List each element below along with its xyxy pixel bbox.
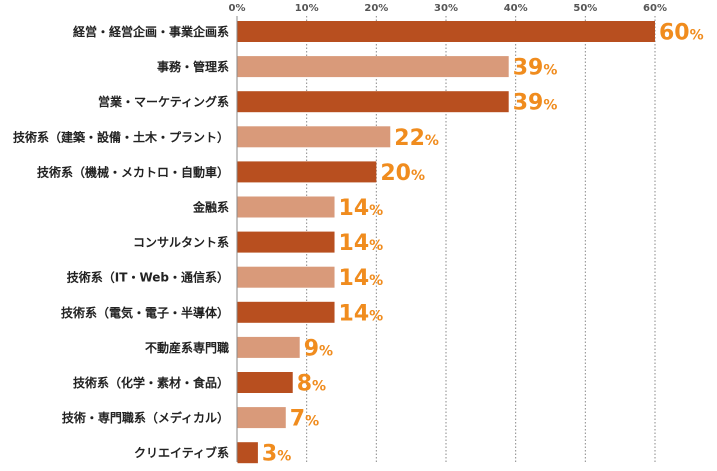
value-unit: % bbox=[411, 168, 425, 184]
value-label: 39% bbox=[513, 56, 558, 81]
category-label: 事務・管理系 bbox=[157, 59, 229, 74]
category-label: 技術系（機械・メカトロ・自動車） bbox=[37, 164, 229, 179]
x-tick-label: 30% bbox=[434, 3, 458, 14]
category-label: 金融系 bbox=[192, 200, 229, 215]
value-label: 39% bbox=[513, 91, 558, 116]
value-unit: % bbox=[369, 273, 383, 289]
category-label: クリエイティブ系 bbox=[134, 445, 229, 460]
bar bbox=[237, 336, 300, 358]
bar bbox=[237, 196, 335, 218]
value-label: 8% bbox=[297, 372, 326, 397]
value-number: 8 bbox=[297, 372, 312, 397]
value-label: 14% bbox=[339, 196, 384, 221]
gridlines bbox=[236, 16, 656, 462]
value-number: 22 bbox=[394, 126, 425, 151]
value-label: 14% bbox=[339, 301, 384, 326]
category-label: 不動産系専門職 bbox=[145, 340, 229, 355]
value-number: 39 bbox=[513, 91, 544, 116]
bar bbox=[237, 126, 391, 148]
x-tick-label: 40% bbox=[504, 3, 528, 14]
bar bbox=[237, 266, 335, 288]
value-unit: % bbox=[543, 63, 557, 79]
bar bbox=[237, 407, 286, 429]
bars bbox=[237, 21, 655, 464]
bar bbox=[237, 161, 377, 183]
category-label: 技術系（IT・Web・通信系） bbox=[67, 270, 229, 285]
bar bbox=[237, 231, 335, 253]
x-tick-label: 60% bbox=[643, 3, 667, 14]
category-label: 経営・経営企画・事業企画系 bbox=[73, 24, 229, 39]
value-unit: % bbox=[319, 343, 333, 359]
value-label: 14% bbox=[339, 231, 384, 256]
category-label: 技術系（化学・素材・食品） bbox=[73, 375, 229, 390]
category-label: 技術系（建築・設備・土木・プラント） bbox=[13, 129, 229, 144]
value-label: 3% bbox=[262, 442, 291, 466]
value-unit: % bbox=[277, 449, 291, 465]
x-tick-label: 50% bbox=[573, 3, 597, 14]
value-number: 14 bbox=[339, 196, 370, 221]
value-number: 20 bbox=[380, 161, 411, 186]
value-label: 22% bbox=[394, 126, 439, 151]
value-number: 9 bbox=[304, 336, 319, 361]
value-labels: 60%39%39%22%20%14%14%14%14%9%8%7%3% bbox=[262, 21, 704, 467]
value-number: 14 bbox=[339, 231, 370, 256]
x-tick-labels: 0% 10% 20% 30% 40% 50% 60% bbox=[229, 3, 667, 14]
x-tick-label: 10% bbox=[295, 3, 319, 14]
bar bbox=[237, 56, 509, 78]
value-label: 60% bbox=[659, 21, 704, 46]
category-label: 技術系（電気・電子・半導体） bbox=[61, 305, 229, 320]
value-label: 7% bbox=[290, 407, 319, 432]
value-unit: % bbox=[369, 238, 383, 254]
value-unit: % bbox=[690, 28, 704, 44]
category-label: 営業・マーケティング系 bbox=[98, 94, 229, 109]
category-label: 技術・専門職系（メディカル） bbox=[62, 410, 229, 425]
value-unit: % bbox=[305, 414, 319, 430]
value-label: 14% bbox=[339, 266, 384, 291]
value-number: 3 bbox=[262, 442, 277, 466]
value-unit: % bbox=[369, 203, 383, 219]
value-number: 7 bbox=[290, 407, 305, 432]
x-tick-label: 20% bbox=[364, 3, 388, 14]
bar bbox=[237, 91, 509, 113]
value-number: 14 bbox=[339, 301, 370, 326]
value-number: 14 bbox=[339, 266, 370, 291]
value-unit: % bbox=[425, 133, 439, 149]
category-labels: 経営・経営企画・事業企画系事務・管理系営業・マーケティング系技術系（建築・設備・… bbox=[13, 24, 229, 460]
value-label: 9% bbox=[304, 336, 333, 361]
value-unit: % bbox=[543, 98, 557, 114]
bar bbox=[237, 301, 335, 323]
x-tick-label: 0% bbox=[229, 3, 246, 14]
value-unit: % bbox=[369, 308, 383, 324]
bar bbox=[237, 21, 655, 42]
bar bbox=[237, 442, 258, 464]
value-unit: % bbox=[312, 379, 326, 395]
bar bbox=[237, 372, 293, 393]
value-label: 20% bbox=[380, 161, 425, 186]
value-number: 60 bbox=[659, 21, 690, 46]
value-number: 39 bbox=[513, 56, 544, 81]
category-label: コンサルタント系 bbox=[133, 235, 229, 250]
